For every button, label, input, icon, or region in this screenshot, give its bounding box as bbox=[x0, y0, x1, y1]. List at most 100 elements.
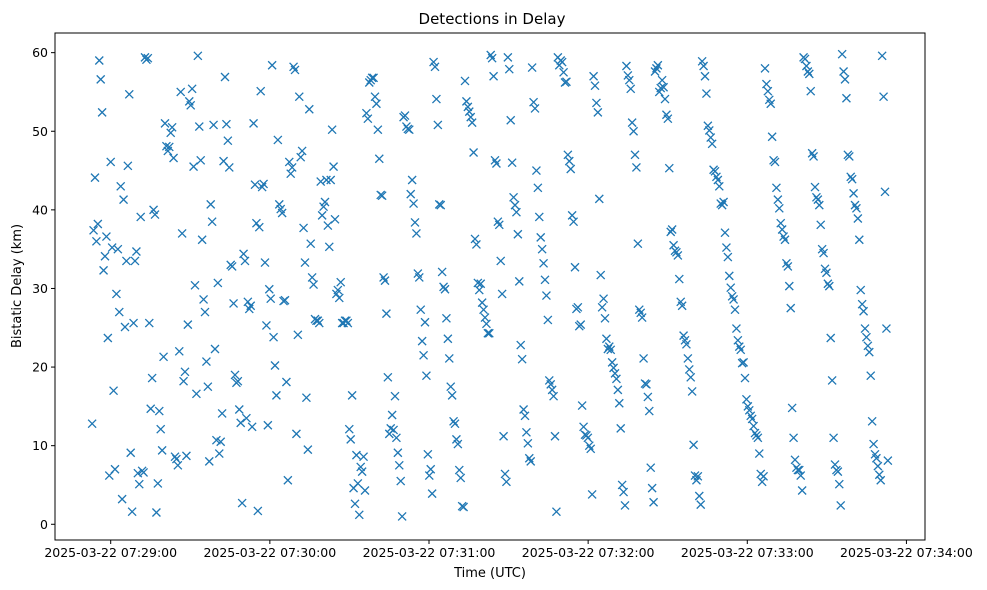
detection-point bbox=[666, 227, 676, 237]
detection-point bbox=[99, 265, 109, 275]
detection-point bbox=[630, 150, 640, 160]
detection-point bbox=[214, 449, 224, 458]
detection-point bbox=[504, 64, 514, 74]
detection-point bbox=[379, 273, 389, 282]
detection-point bbox=[181, 451, 191, 461]
detection-point bbox=[807, 148, 817, 158]
detection-point bbox=[720, 228, 730, 238]
detection-point bbox=[196, 155, 206, 165]
detection-point bbox=[304, 104, 314, 114]
plot-frame bbox=[54, 32, 926, 541]
detection-point bbox=[837, 49, 847, 59]
detection-point bbox=[710, 166, 720, 176]
detection-point bbox=[450, 419, 460, 429]
detection-point bbox=[207, 217, 217, 227]
detection-point bbox=[257, 182, 267, 192]
detection-point bbox=[453, 439, 463, 449]
detection-point bbox=[347, 390, 357, 400]
detection-point bbox=[731, 324, 741, 334]
detection-point bbox=[613, 385, 623, 395]
detection-point bbox=[100, 251, 110, 261]
detection-point bbox=[387, 410, 397, 420]
detection-point bbox=[853, 214, 863, 223]
detection-point bbox=[121, 256, 131, 266]
detection-point bbox=[263, 420, 273, 430]
detection-point bbox=[773, 195, 783, 205]
detection-point bbox=[846, 172, 856, 182]
detection-point bbox=[367, 73, 377, 83]
detection-point bbox=[811, 192, 821, 202]
detection-point bbox=[300, 258, 310, 267]
detection-point bbox=[431, 94, 441, 104]
detection-point bbox=[534, 212, 544, 222]
detection-point bbox=[111, 289, 121, 299]
detection-point bbox=[334, 293, 344, 303]
detection-point bbox=[719, 197, 729, 207]
detection-point bbox=[600, 313, 610, 323]
detection-point bbox=[550, 431, 560, 441]
detection-point bbox=[533, 183, 543, 193]
detection-point bbox=[867, 416, 877, 426]
detection-point bbox=[169, 153, 179, 163]
detection-point bbox=[527, 63, 537, 73]
detection-point bbox=[199, 295, 209, 304]
detection-point bbox=[454, 465, 464, 475]
detection-point bbox=[620, 500, 630, 510]
detection-point bbox=[723, 252, 733, 262]
detection-point bbox=[346, 434, 356, 444]
x-tick-label: 2025-03-22 07:33:00 bbox=[681, 545, 814, 560]
detection-point bbox=[753, 433, 763, 443]
detection-point bbox=[321, 175, 331, 185]
detection-point bbox=[707, 139, 717, 149]
detection-point bbox=[497, 289, 507, 299]
x-tick-label: 2025-03-22 07:30:00 bbox=[203, 545, 336, 560]
detection-point bbox=[194, 122, 204, 131]
detection-point bbox=[223, 136, 233, 146]
detection-point bbox=[327, 125, 337, 135]
detection-point bbox=[744, 405, 754, 415]
detection-point bbox=[467, 118, 477, 128]
detection-point bbox=[750, 428, 760, 438]
detection-point bbox=[183, 320, 193, 330]
y-tick-label: 0 bbox=[40, 517, 48, 532]
detection-point bbox=[396, 476, 406, 486]
detection-point bbox=[160, 118, 170, 128]
detection-point bbox=[760, 63, 770, 73]
detection-point bbox=[390, 391, 400, 401]
y-tick-label: 10 bbox=[32, 438, 48, 453]
detection-point bbox=[850, 200, 860, 210]
detection-point bbox=[177, 228, 187, 238]
detection-point bbox=[473, 278, 483, 288]
detection-point bbox=[557, 57, 567, 67]
detection-point bbox=[611, 374, 621, 384]
detection-point bbox=[94, 56, 104, 65]
y-tick-label: 60 bbox=[32, 45, 48, 60]
detection-point bbox=[827, 375, 837, 385]
detection-point bbox=[233, 376, 243, 386]
detection-point bbox=[203, 382, 213, 392]
detection-point bbox=[410, 217, 420, 227]
detection-point bbox=[786, 303, 796, 313]
detection-point bbox=[479, 305, 489, 315]
y-tick-label: 30 bbox=[32, 281, 48, 296]
detection-point bbox=[783, 261, 793, 271]
detection-point bbox=[124, 89, 134, 99]
detection-point bbox=[466, 112, 476, 122]
detection-point bbox=[677, 301, 687, 311]
detection-point bbox=[757, 477, 767, 487]
detection-point bbox=[464, 107, 474, 117]
detection-point bbox=[790, 455, 800, 465]
detection-point bbox=[361, 108, 371, 118]
detection-point bbox=[344, 424, 354, 434]
detection-point bbox=[481, 319, 491, 329]
detection-point bbox=[763, 86, 773, 96]
detection-point bbox=[187, 84, 197, 94]
detection-point bbox=[461, 96, 471, 106]
detection-point bbox=[594, 194, 604, 204]
detection-point bbox=[660, 94, 670, 104]
detection-point bbox=[766, 99, 776, 109]
detection-point bbox=[657, 75, 667, 85]
detection-point bbox=[683, 353, 693, 363]
detection-point bbox=[729, 295, 739, 304]
detection-point bbox=[139, 467, 149, 477]
